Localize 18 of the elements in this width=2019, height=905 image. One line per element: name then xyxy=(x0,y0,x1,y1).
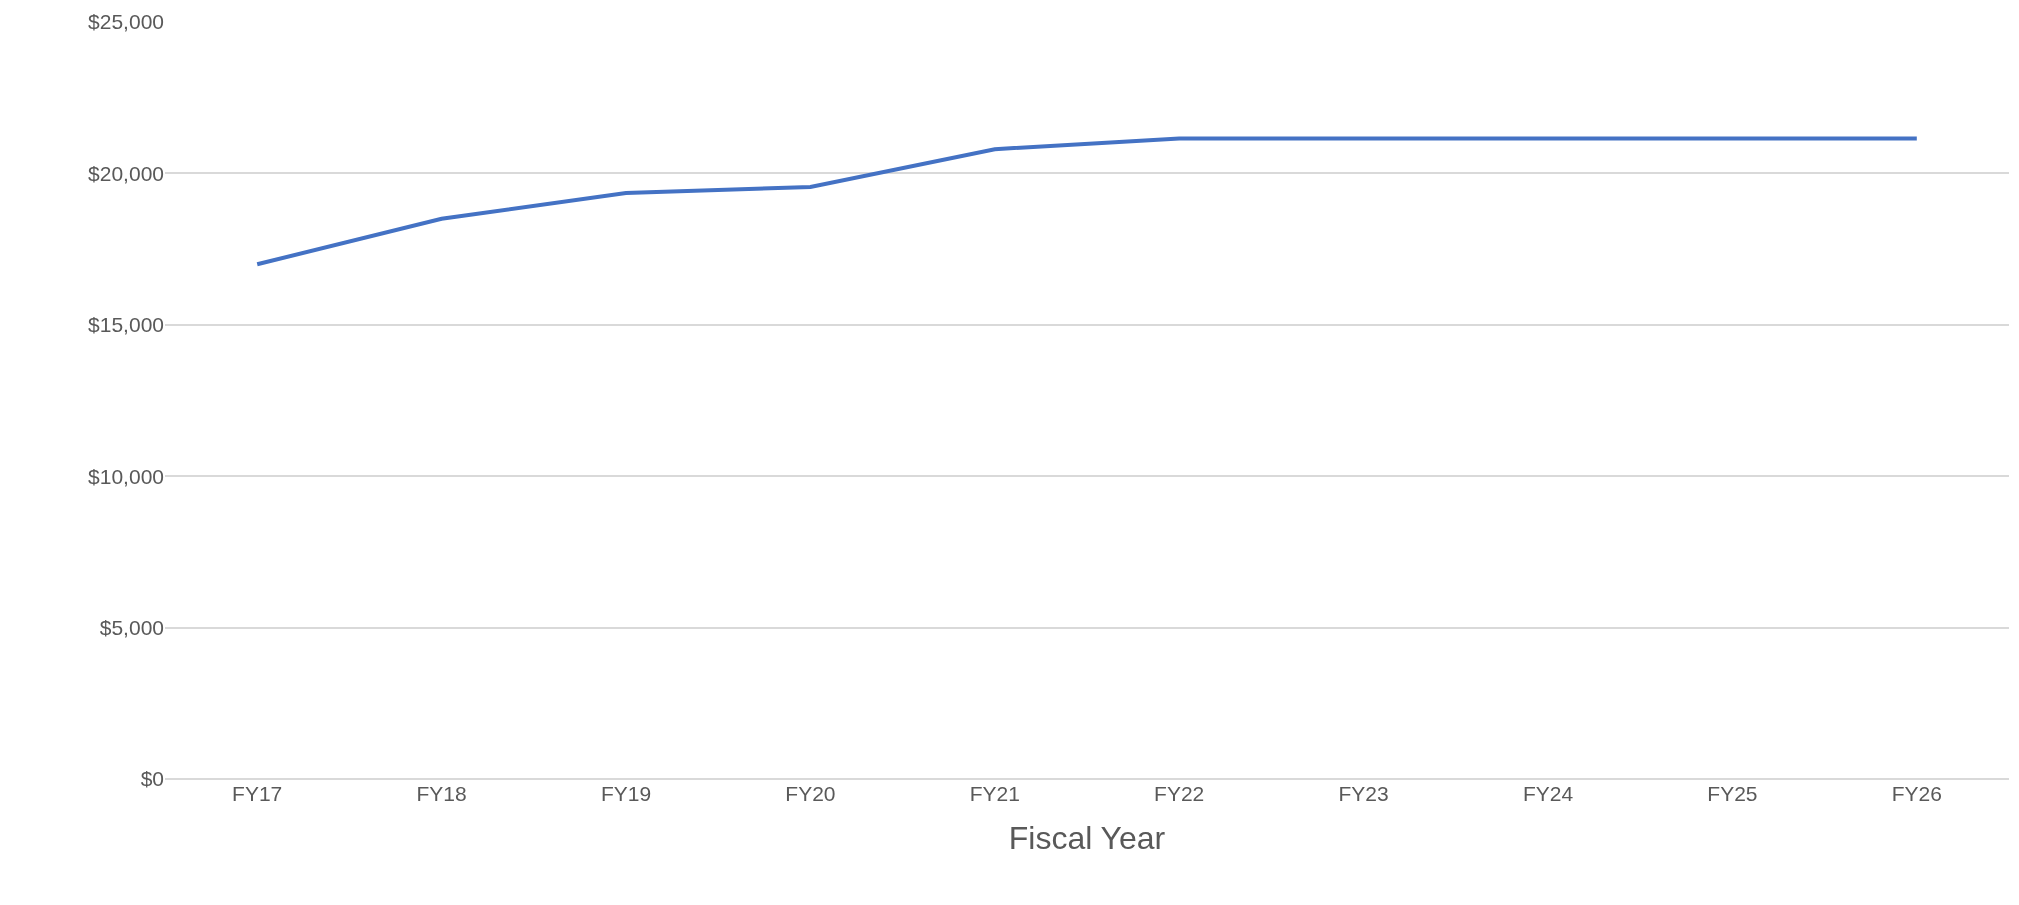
y-tick-label: $0 xyxy=(140,767,164,791)
x-tick-label: FY21 xyxy=(969,782,1020,805)
x-tick-label: FY20 xyxy=(785,782,836,805)
x-tick-label: FY24 xyxy=(1522,782,1574,805)
x-tick-label: FY17 xyxy=(232,782,283,805)
y-tick-label: $5,000 xyxy=(99,615,164,639)
x-tick-label: FY22 xyxy=(1154,782,1205,805)
x-tick-label: FY25 xyxy=(1707,782,1758,805)
x-tick-label: FY26 xyxy=(1891,782,1942,805)
y-tick-label: $20,000 xyxy=(88,161,164,185)
x-tick-label: FY19 xyxy=(600,782,652,805)
y-tick-label: $25,000 xyxy=(88,10,164,34)
x-tick-label: FY23 xyxy=(1338,782,1389,805)
x-tick-label: FY18 xyxy=(416,782,467,805)
line-series xyxy=(255,136,1919,267)
x-axis-title: Fiscal Year xyxy=(1008,819,1166,856)
y-tick-label: $15,000 xyxy=(88,313,164,337)
y-tick-label: $10,000 xyxy=(88,464,164,488)
